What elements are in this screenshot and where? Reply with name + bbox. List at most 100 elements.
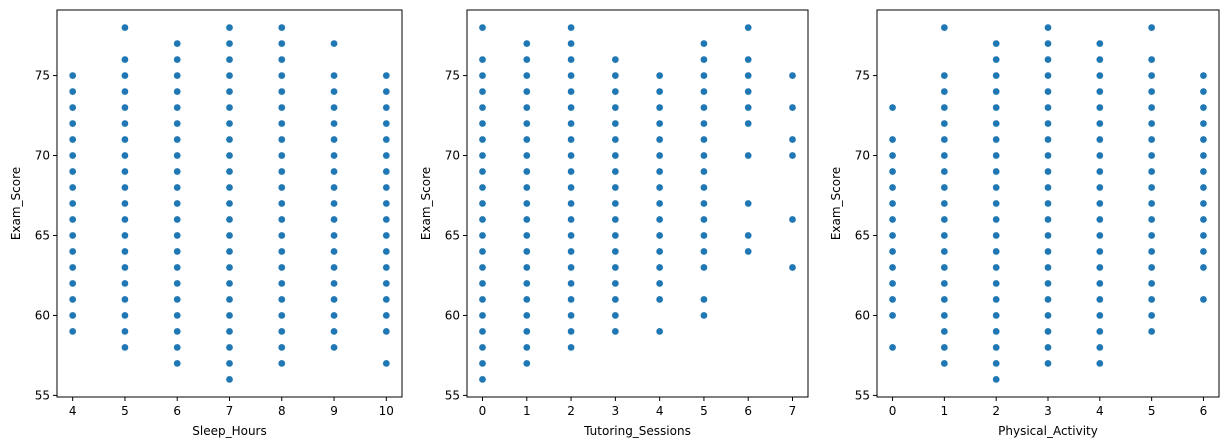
data-point [277, 231, 286, 240]
data-point [478, 343, 487, 352]
data-point [173, 231, 182, 240]
data-point [1147, 119, 1156, 128]
data-point [68, 247, 77, 256]
data-point [173, 135, 182, 144]
data-point [888, 215, 897, 224]
data-point [330, 39, 338, 48]
data-point [121, 87, 129, 96]
data-point [478, 135, 487, 144]
x-axis-label: Physical_Activity [998, 424, 1098, 438]
data-point [1044, 135, 1052, 144]
x-tick-label: 4 [69, 404, 77, 418]
data-point [478, 103, 487, 112]
data-point [992, 135, 1001, 144]
data-point [744, 55, 753, 64]
data-point [1095, 279, 1104, 288]
data-point [1147, 55, 1156, 64]
data-point [68, 87, 77, 96]
data-point [888, 343, 897, 352]
data-point [277, 359, 286, 368]
data-point [1199, 247, 1208, 256]
data-point [567, 311, 575, 320]
data-point [121, 135, 129, 144]
data-point [940, 135, 949, 144]
x-tick-label: 3 [1044, 404, 1052, 418]
data-point [522, 247, 531, 256]
data-point [1044, 151, 1052, 160]
data-point [68, 151, 77, 160]
data-point [655, 199, 664, 208]
data-point [567, 87, 575, 96]
data-point [522, 263, 531, 272]
data-point [655, 119, 664, 128]
data-point [173, 295, 182, 304]
data-point [567, 343, 575, 352]
data-point [277, 55, 286, 64]
data-point [121, 119, 129, 128]
data-point [382, 151, 391, 160]
data-point [1044, 231, 1052, 240]
data-point [277, 167, 286, 176]
data-point [1095, 39, 1104, 48]
data-point [940, 87, 949, 96]
data-point [567, 263, 575, 272]
data-point [277, 23, 286, 32]
data-point [1147, 87, 1156, 96]
data-point [567, 167, 575, 176]
data-point [611, 215, 620, 224]
data-point [992, 279, 1001, 288]
x-tick-label: 3 [612, 404, 620, 418]
data-point [1095, 263, 1104, 272]
data-point [382, 231, 391, 240]
data-point [888, 295, 897, 304]
data-point [121, 327, 129, 336]
data-point [1147, 215, 1156, 224]
data-point [478, 279, 487, 288]
data-point [940, 183, 949, 192]
data-point [173, 71, 182, 80]
data-point [700, 263, 708, 272]
data-point [940, 167, 949, 176]
data-point [330, 199, 338, 208]
x-tick-label: 8 [278, 404, 286, 418]
data-point [1147, 23, 1156, 32]
data-point [655, 327, 664, 336]
data-point [1147, 151, 1156, 160]
data-point [1095, 199, 1104, 208]
data-point [277, 199, 286, 208]
data-point [382, 359, 391, 368]
data-point [277, 87, 286, 96]
data-point [68, 71, 77, 80]
y-tick-label: 60 [445, 308, 460, 322]
data-point [788, 151, 797, 160]
data-point [68, 327, 77, 336]
data-point [173, 311, 182, 320]
y-tick-label: 75 [855, 69, 870, 83]
data-point [1044, 327, 1052, 336]
y-tick-label: 70 [445, 149, 460, 163]
data-point [478, 23, 487, 32]
data-point [68, 311, 77, 320]
data-point [121, 247, 129, 256]
x-tick-label: 5 [121, 404, 129, 418]
data-point [330, 295, 338, 304]
x-tick-label: 6 [173, 404, 181, 418]
x-tick-label: 5 [700, 404, 708, 418]
data-point [888, 167, 897, 176]
data-point [992, 247, 1001, 256]
data-point [522, 231, 531, 240]
data-point [173, 343, 182, 352]
data-point [478, 183, 487, 192]
y-tick-label: 60 [855, 308, 870, 322]
data-point [567, 295, 575, 304]
data-point [121, 103, 129, 112]
data-point [522, 135, 531, 144]
data-point [655, 71, 664, 80]
data-point [940, 295, 949, 304]
data-point [478, 71, 487, 80]
data-point [992, 375, 1001, 384]
data-point [1095, 87, 1104, 96]
axes-frame [466, 9, 809, 398]
data-point [277, 71, 286, 80]
